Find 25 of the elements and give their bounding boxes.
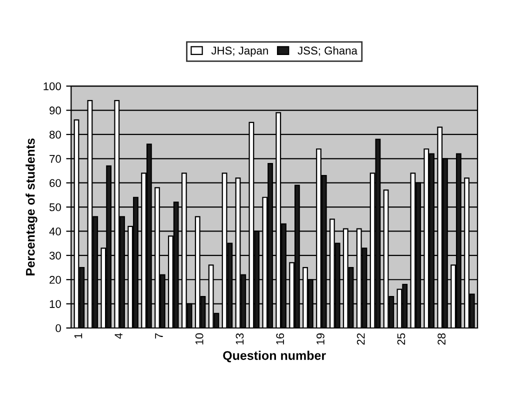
x-tick-label: 4 bbox=[114, 333, 122, 339]
y-tick-label: 60 bbox=[50, 179, 61, 187]
x-tick-label: 10 bbox=[195, 333, 204, 344]
legend-label: JSS; Ghana bbox=[298, 46, 358, 56]
x-tick-label: 16 bbox=[276, 333, 284, 344]
x-axis-title: Question number bbox=[223, 350, 326, 362]
y-axis-title: Percentage of students bbox=[26, 138, 38, 276]
y-tick-label: 40 bbox=[49, 228, 61, 236]
x-tick-label: 19 bbox=[316, 333, 324, 344]
y-tick-label: 30 bbox=[49, 252, 61, 260]
y-tick-label: 0 bbox=[56, 324, 61, 332]
y-tick-label: 90 bbox=[50, 106, 61, 114]
y-tick-label: 20 bbox=[50, 276, 61, 284]
legend-label: JHS; Japan bbox=[211, 46, 268, 57]
x-tick-label: 7 bbox=[155, 333, 163, 338]
x-tick-label: 22 bbox=[356, 333, 365, 345]
x-tick-label: 13 bbox=[236, 333, 244, 344]
x-tick-label: 25 bbox=[397, 333, 406, 345]
y-tick-label: 100 bbox=[44, 82, 61, 90]
y-tick-label: 70 bbox=[50, 154, 61, 163]
y-tick-label: 80 bbox=[50, 130, 61, 139]
x-tick-label: 28 bbox=[438, 333, 446, 345]
y-tick-label: 50 bbox=[49, 203, 61, 212]
x-tick-label: 1 bbox=[74, 333, 82, 338]
y-tick-label: 10 bbox=[50, 300, 61, 308]
